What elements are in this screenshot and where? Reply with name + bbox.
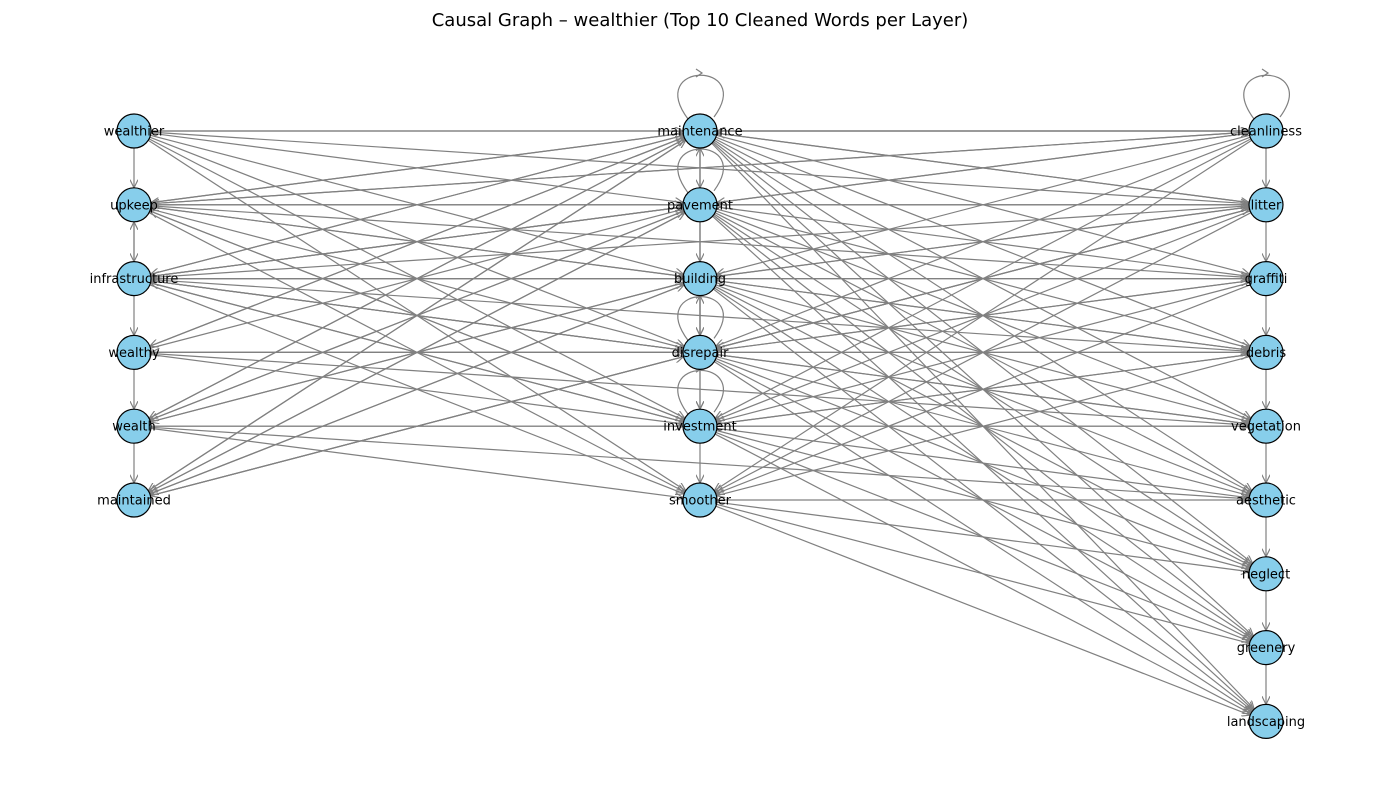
node-circle — [1248, 334, 1284, 370]
node-smoother: smoother — [669, 482, 732, 518]
node-circle — [1248, 556, 1284, 592]
node-circle — [1248, 261, 1284, 297]
node-circle — [1248, 703, 1284, 740]
node-label: neglect — [1242, 567, 1290, 582]
edge-wealth-aesthetic — [150, 426, 1249, 499]
node-circle — [116, 187, 152, 223]
edge-infrastructure-litter — [150, 206, 1249, 279]
edge-investment-aesthetic — [716, 427, 1249, 497]
edge-infrastructure-debris — [150, 279, 1249, 352]
edges — [134, 131, 1266, 715]
node-label: smoother — [669, 494, 732, 509]
node-circle — [116, 408, 152, 444]
edge-graffiti-disrepair — [717, 280, 1250, 350]
edge-smoother-neglect — [716, 501, 1249, 571]
node-landscaping: landscaping — [1227, 703, 1305, 740]
node-circle — [116, 113, 152, 149]
edge-litter-maintenance — [717, 133, 1250, 204]
node-label: wealthy — [108, 346, 160, 361]
self-loop-arrow-cleanliness — [1261, 68, 1270, 78]
edge-smoother-greenery — [716, 503, 1249, 643]
node-label: upkeep — [110, 198, 158, 213]
node-aesthetic: aesthetic — [1236, 482, 1296, 518]
node-maintenance: maintenance — [657, 113, 743, 149]
node-label: wealth — [112, 420, 156, 435]
node-wealth: wealth — [112, 408, 156, 444]
edge-litter-disrepair — [716, 208, 1250, 348]
edge-smoother-landscaping — [715, 505, 1250, 715]
nodes: wealthier upkeep infrastructure wealthy weal… — [90, 113, 1305, 740]
node-label: maintenance — [657, 125, 742, 140]
self-loops — [677, 68, 1290, 415]
node-greenery: greenery — [1237, 629, 1296, 666]
node-label: vegetation — [1231, 420, 1301, 435]
self-loop-pavement — [677, 148, 724, 194]
node-label: debris — [1246, 346, 1286, 361]
node-circle — [116, 482, 152, 518]
node-label: infrastructure — [90, 272, 179, 287]
node-circle — [1248, 113, 1284, 149]
node-circle — [1248, 482, 1284, 518]
edge-cleanliness-upkeep — [151, 131, 1250, 204]
self-loop-cleanliness — [1243, 74, 1290, 120]
edge-investment-upkeep — [150, 211, 685, 421]
node-label: disrepair — [672, 346, 730, 361]
node-circle — [682, 482, 718, 518]
node-circle — [682, 261, 718, 297]
node-maintained: maintained — [97, 482, 171, 518]
edge-debris-investment — [717, 354, 1250, 424]
node-circle — [1248, 629, 1284, 666]
edge-debris-smoother — [716, 356, 1250, 496]
node-label: building — [674, 272, 726, 287]
node-circle — [682, 334, 718, 370]
node-circle — [116, 334, 152, 370]
edge-maintenance-upkeep — [151, 132, 684, 202]
node-litter: litter — [1248, 187, 1284, 223]
node-circle — [1248, 408, 1284, 444]
edge-investment-infrastructure — [150, 283, 684, 423]
edge-wealth-smoother — [150, 427, 683, 497]
node-label: aesthetic — [1236, 494, 1296, 509]
node-circle — [1248, 187, 1284, 223]
node-label: landscaping — [1227, 715, 1305, 730]
node-infrastructure: infrastructure — [90, 261, 179, 297]
node-neglect: neglect — [1242, 556, 1290, 592]
node-disrepair: disrepair — [672, 334, 730, 370]
node-circle — [116, 261, 152, 297]
node-label: pavement — [667, 198, 733, 213]
node-investment: investment — [663, 408, 737, 444]
self-loop-disrepair — [677, 296, 724, 341]
node-circle — [682, 187, 718, 223]
node-vegetation: vegetation — [1231, 408, 1301, 444]
node-label: greenery — [1237, 641, 1296, 656]
self-loop-maintenance — [677, 74, 724, 120]
node-pavement: pavement — [667, 187, 733, 223]
edge-building-maintained — [150, 284, 685, 494]
chart-title: Causal Graph – wealthier (Top 10 Cleaned… — [431, 10, 969, 31]
node-graffiti: graffiti — [1245, 261, 1288, 297]
edge-graffiti-investment — [716, 282, 1250, 422]
node-label: maintained — [97, 494, 171, 509]
node-label: cleanliness — [1230, 125, 1302, 140]
node-debris: debris — [1246, 334, 1286, 370]
self-loop-investment — [677, 369, 724, 415]
self-loop-arrow-maintenance — [695, 68, 704, 78]
edge-pavement-infrastructure — [151, 206, 684, 276]
node-circle — [682, 408, 718, 444]
edge-disrepair-maintained — [150, 356, 684, 496]
node-label: wealthier — [104, 125, 165, 140]
edge-wealthy-vegetation — [150, 352, 1249, 426]
node-label: litter — [1251, 198, 1282, 213]
node-circle — [682, 113, 718, 149]
edge-litter-building — [717, 206, 1250, 276]
node-upkeep: upkeep — [110, 187, 158, 223]
node-cleanliness: cleanliness — [1230, 113, 1302, 149]
node-building: building — [674, 261, 726, 297]
node-wealthier: wealthier — [104, 113, 165, 149]
node-wealthy: wealthy — [108, 334, 160, 370]
node-label: graffiti — [1245, 272, 1288, 287]
node-label: investment — [663, 420, 736, 435]
